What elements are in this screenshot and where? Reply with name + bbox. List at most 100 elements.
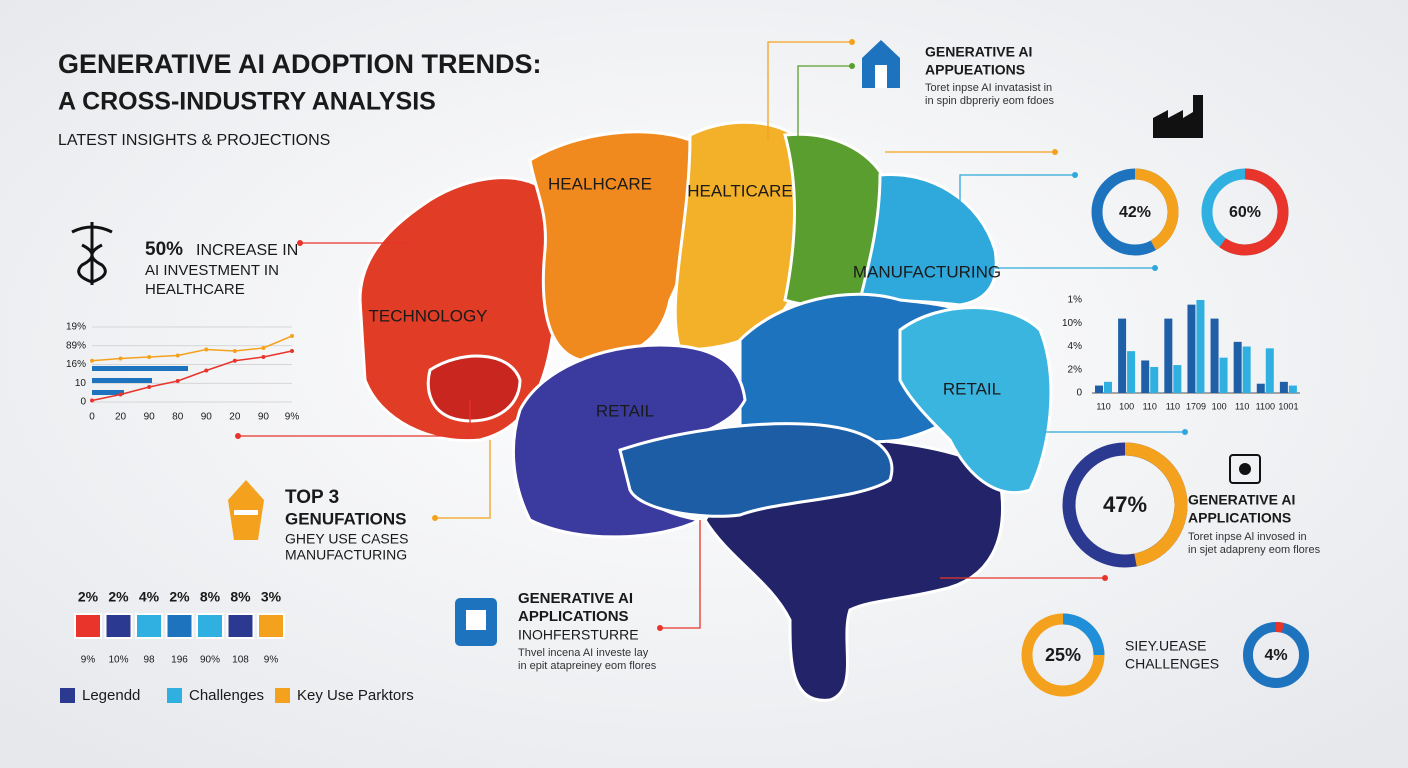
- bottom-callout: GENERATIVE AI APPLICATIONS INOHFERSTURRE…: [518, 590, 657, 672]
- badge-icon: [228, 480, 264, 540]
- region-label: TECHNOLOGY: [368, 306, 487, 325]
- donut-label: 4%: [1264, 647, 1287, 664]
- legend-swatch: [167, 688, 182, 703]
- callout-line: HEALTHCARE: [145, 281, 245, 298]
- callout-line: APPLICATIONS: [518, 608, 629, 625]
- ai-icon: [1229, 454, 1261, 484]
- percent-top: 8%: [230, 589, 251, 605]
- percent-top: 2%: [108, 589, 129, 605]
- caduceus-icon: [71, 222, 113, 285]
- x-tick-label: 90: [201, 412, 213, 423]
- percent-block: [196, 613, 224, 639]
- x-tick-label: 100: [1119, 401, 1134, 411]
- healthcare-callout: 50% INCREASE IN AI INVESTMENT IN HEALTHC…: [145, 239, 298, 298]
- y-tick-label: 89%: [66, 340, 86, 351]
- point: [290, 349, 294, 353]
- point: [147, 385, 152, 389]
- x-tick-label: 110: [1143, 401, 1157, 411]
- percent-top: 4%: [139, 589, 160, 605]
- x-tick-label: 20: [115, 412, 127, 423]
- legend-label: Key Use Parktors: [297, 687, 414, 704]
- line-series: [91, 335, 293, 362]
- bar: [1219, 357, 1228, 393]
- percent-top: 2%: [169, 589, 190, 605]
- bar: [1118, 318, 1127, 393]
- chip-icon: [455, 598, 497, 646]
- challenges-callout: SIEY.UEASE CHALLENGES: [1125, 638, 1219, 672]
- right-callout: GENERATIVE AI APPLICATIONS Toret inpse A…: [1188, 492, 1321, 556]
- donut-arc: [1275, 622, 1285, 633]
- percent-top: 2%: [78, 589, 99, 605]
- bar: [1141, 360, 1150, 393]
- callout-line: GHEY USE CASES: [285, 531, 408, 547]
- y-tick-label: 19%: [66, 322, 86, 333]
- bar: [1196, 300, 1205, 393]
- brain-region: [898, 306, 1053, 495]
- tagline: LATEST INSIGHTS & PROJECTIONS: [58, 132, 330, 149]
- legend-label: Legendd: [82, 687, 140, 704]
- legend-swatch: [60, 688, 75, 703]
- factory-icon: [1153, 95, 1203, 138]
- title: GENERATIVE AI ADOPTION TRENDS:: [58, 49, 542, 79]
- brain-region: [858, 172, 998, 307]
- hbar: [92, 390, 124, 395]
- x-tick-label: 20: [229, 412, 241, 423]
- x-tick-label: 90: [144, 412, 156, 423]
- callout-line: in epit atapreiney eom flores: [518, 660, 657, 672]
- hbar: [92, 366, 188, 371]
- x-tick-label: 90: [258, 412, 270, 423]
- region-label: MANUFACTURING: [853, 262, 1001, 281]
- point: [118, 392, 123, 397]
- callout-line: Toret inpse Al invosed in: [1188, 531, 1307, 543]
- percent-block: [226, 613, 255, 639]
- percent-bottom: 98: [143, 655, 155, 666]
- brain-labels: TECHNOLOGY HEALHCARE HEALTICARE MANUFACT…: [368, 174, 1001, 420]
- bar: [1256, 383, 1265, 393]
- x-tick-label: 1001: [1278, 401, 1298, 411]
- donut-label: 60%: [1229, 204, 1261, 221]
- donut-label: 42%: [1119, 204, 1151, 221]
- bar: [1164, 318, 1173, 393]
- x-tick-label: 0: [89, 412, 95, 423]
- bar: [1127, 351, 1136, 393]
- x-tick-label: 80: [172, 412, 184, 423]
- highlight: 50%: [145, 239, 183, 260]
- x-tick-label: 100: [1212, 401, 1227, 411]
- top-right-callout: GENERATIVE AI APPUEATIONS Toret inpse AI…: [925, 44, 1055, 107]
- callout-line: in spin dbpreriy eom fdoes: [925, 95, 1055, 107]
- y-tick-label: 0: [80, 397, 86, 408]
- point: [118, 356, 123, 361]
- bar: [1210, 318, 1219, 393]
- brain-region: [426, 354, 522, 423]
- callout-line: Toret inpse AI invatasist in: [925, 82, 1052, 94]
- bar: [1279, 381, 1288, 393]
- y-tick-label: 10: [75, 378, 87, 389]
- point: [204, 368, 209, 373]
- percent-block: [135, 613, 163, 639]
- subtitle: A CROSS-INDUSTRY ANALYSIS: [58, 88, 436, 116]
- percent-bottom: 9%: [81, 655, 96, 666]
- bar: [1233, 341, 1242, 393]
- percent-top: 3%: [261, 589, 282, 605]
- connectors: [235, 39, 1188, 631]
- percent-bottom: 90%: [200, 655, 220, 666]
- x-tick-label: 1709: [1186, 401, 1206, 411]
- legend-label: Challenges: [189, 687, 264, 704]
- donut-arc: [1219, 168, 1289, 256]
- percent-block: [165, 613, 194, 639]
- bar: [1242, 346, 1251, 393]
- brain-region: [618, 422, 894, 518]
- donut-label: 47%: [1103, 492, 1147, 517]
- donut-arc: [1062, 613, 1105, 656]
- point: [232, 358, 237, 363]
- callout-line: GENUFATIONS: [285, 509, 407, 528]
- callout-line: SIEY.UEASE: [1125, 638, 1206, 654]
- bar: [1095, 385, 1103, 393]
- top3-callout: TOP 3 GENUFATIONS GHEY USE CASES MANUFAC…: [285, 487, 408, 563]
- percent-block: [104, 613, 133, 639]
- point: [290, 334, 294, 338]
- bar: [1173, 365, 1182, 393]
- callout-line: INOHFERSTURRE: [518, 627, 639, 643]
- x-tick-label: 110: [1166, 401, 1180, 411]
- bar: [1104, 381, 1112, 393]
